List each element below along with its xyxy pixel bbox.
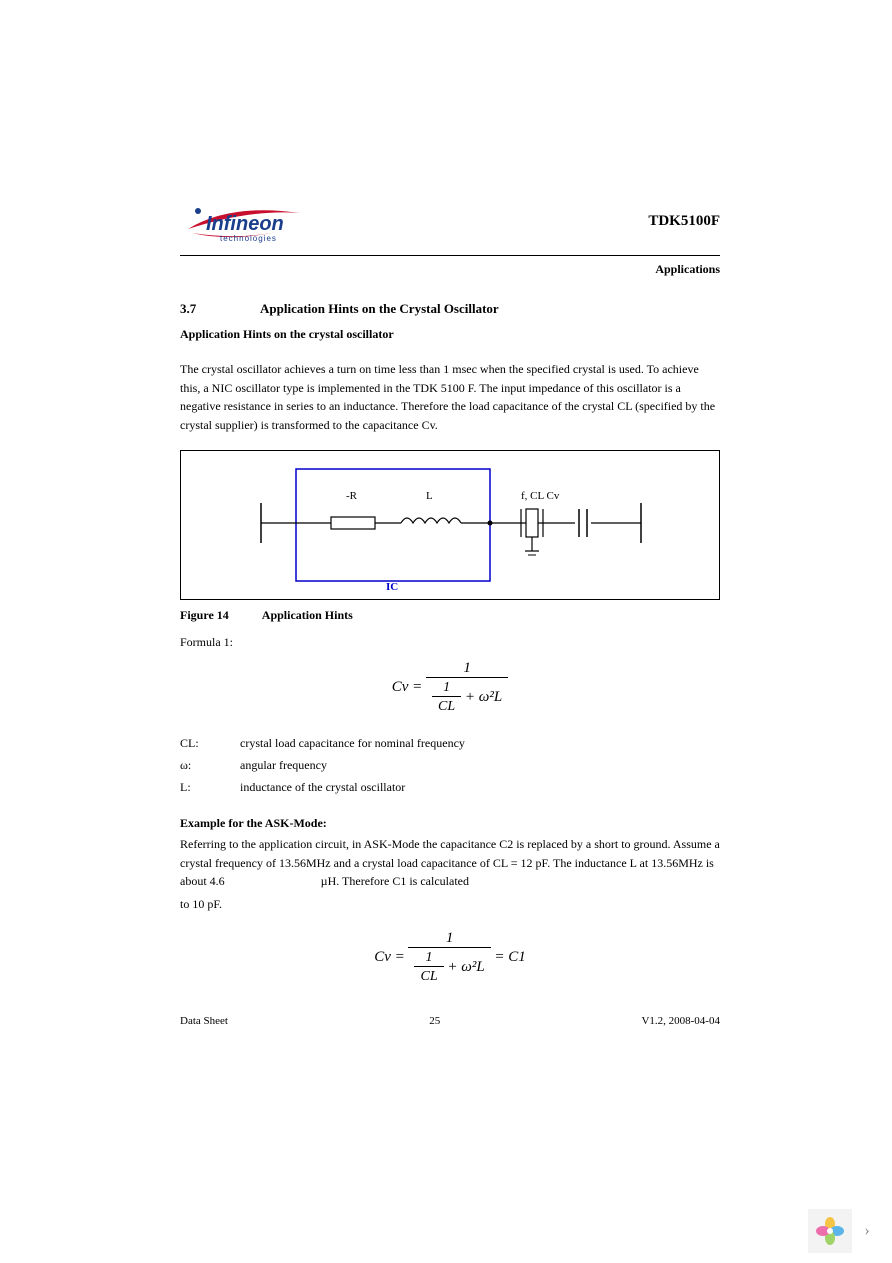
widget-logo-icon[interactable] [808, 1209, 852, 1253]
symbol-definitions: CL:crystal load capacitance for nominal … [180, 733, 720, 798]
svg-text:-R: -R [346, 490, 358, 502]
ic-label: IC [386, 581, 398, 593]
section-heading: 3.7 Application Hints on the Crystal Osc… [180, 301, 720, 317]
section-title: Application Hints on the Crystal Oscilla… [260, 301, 499, 317]
section-label: Applications [180, 262, 720, 277]
figure-caption: Figure 14 Application Hints [180, 608, 720, 623]
part-number: TDK5100F [648, 213, 720, 230]
header-row: Infineon technologies TDK5100F [180, 195, 720, 247]
footer-right: V1.2, 2008-04-04 [641, 1015, 720, 1027]
brand-logo: Infineon technologies [180, 195, 310, 247]
figure-title: Application Hints [262, 608, 353, 622]
example-body: Referring to the application circuit, in… [180, 835, 720, 891]
header-divider [180, 255, 720, 256]
section-subtitle: Application Hints on the crystal oscilla… [180, 327, 720, 342]
formula-1: Cv = 1 1 CL + ω²L [180, 660, 720, 715]
widget-expand-arrow[interactable]: › [852, 1209, 882, 1253]
footer-center: 25 [429, 1015, 440, 1027]
formula-1-label: Formula 1: [180, 635, 720, 650]
footer-left: Data Sheet [180, 1015, 228, 1027]
page-content: Infineon technologies TDK5100F Applicati… [180, 195, 720, 1027]
section-number: 3.7 [180, 301, 260, 317]
paragraph-1: The crystal oscillator achieves a turn o… [180, 360, 720, 434]
svg-text:technologies: technologies [220, 234, 277, 243]
floating-widget[interactable]: › [808, 1209, 882, 1253]
figure-number: Figure 14 [180, 608, 229, 622]
formula-2: Cv = 1 1 CL + ω²L = C1 [180, 930, 720, 985]
example-heading: Example for the ASK-Mode: [180, 816, 720, 831]
svg-text:L: L [426, 490, 433, 502]
page-footer: Data Sheet 25 V1.2, 2008-04-04 [180, 1015, 720, 1027]
example-body-tail: to 10 pF. [180, 895, 720, 914]
figure-14: -R L f, CL Cv IC [180, 450, 720, 600]
svg-text:f, CL Cv: f, CL Cv [521, 490, 560, 502]
svg-text:Infineon: Infineon [206, 213, 284, 235]
